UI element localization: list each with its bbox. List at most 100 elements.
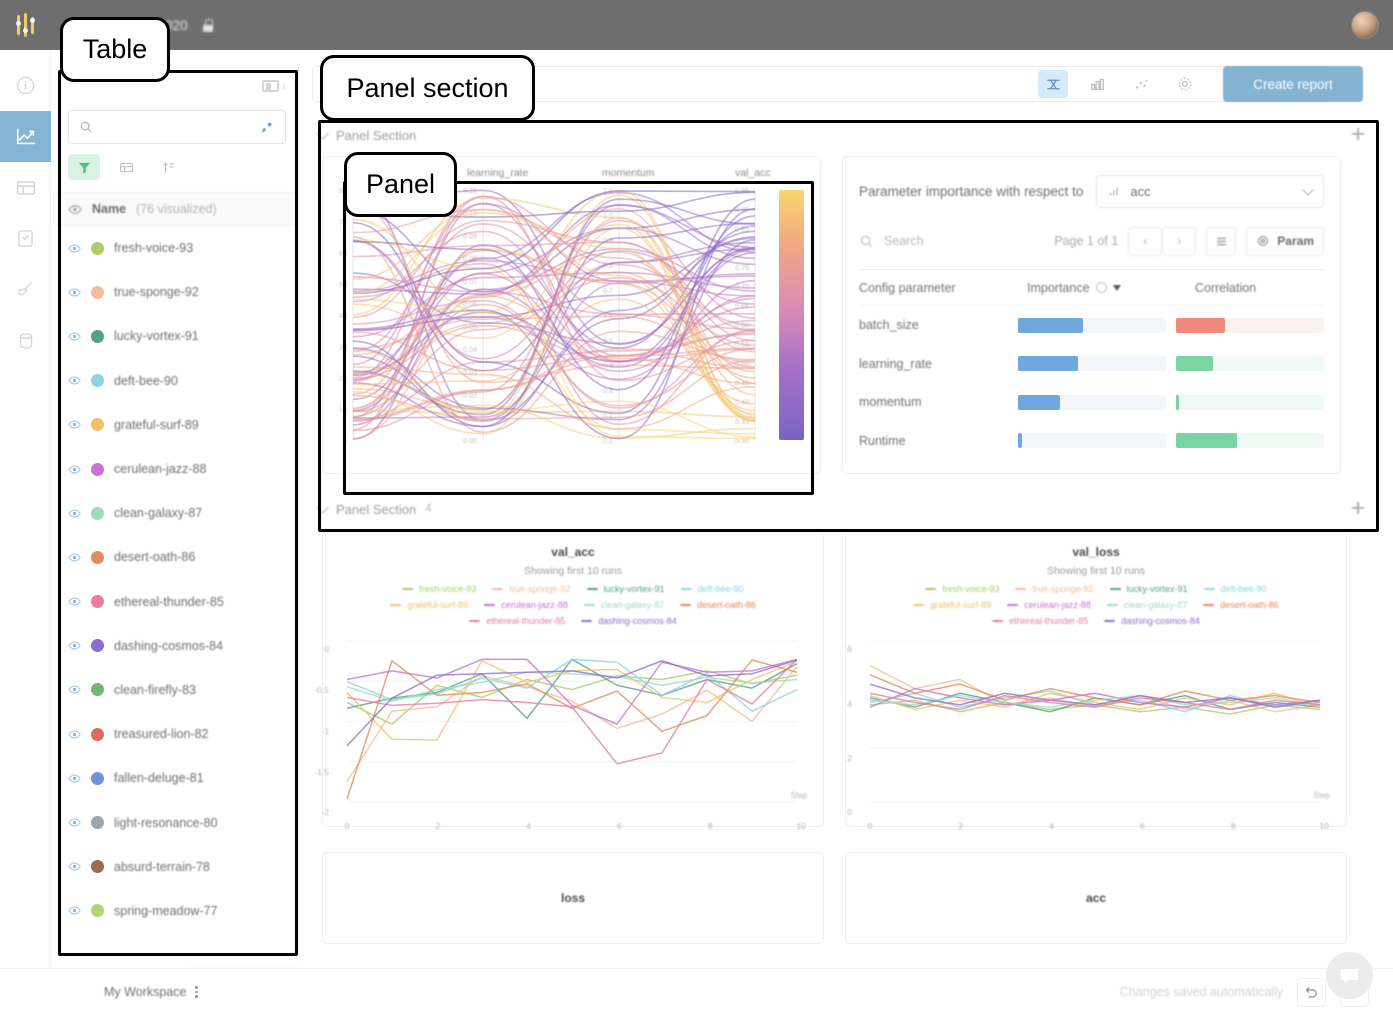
importance-search-input[interactable]: Search: [884, 234, 924, 248]
importance-row[interactable]: batch_size: [859, 306, 1324, 345]
chevron-down-icon[interactable]: [316, 126, 329, 140]
legend-item[interactable]: fresh-voice-93: [402, 584, 476, 594]
importance-row[interactable]: Runtime: [859, 422, 1324, 461]
eye-icon[interactable]: [68, 463, 81, 476]
sidebar-item-artifacts[interactable]: [0, 315, 51, 366]
eye-icon[interactable]: [68, 639, 81, 652]
sidebar-item-table[interactable]: [0, 162, 51, 213]
importance-list-view-button[interactable]: [1206, 226, 1237, 256]
gear-icon[interactable]: [1170, 70, 1200, 98]
importance-row[interactable]: momentum: [859, 383, 1324, 422]
eye-icon[interactable]: [68, 904, 81, 917]
svg-text:1.0: 1.0: [603, 211, 613, 220]
val-loss-panel[interactable]: val_loss Showing first 10 runs fresh-voi…: [845, 530, 1347, 831]
create-report-button[interactable]: Create report: [1223, 66, 1363, 102]
chat-button[interactable]: [1326, 952, 1373, 999]
sidebar-item-workspace[interactable]: [0, 111, 51, 162]
run-row[interactable]: deft-bee-90: [56, 359, 298, 403]
add-panel-button-2[interactable]: +: [1350, 494, 1366, 522]
legend-item[interactable]: grateful-surf-89: [913, 600, 991, 610]
run-row[interactable]: spring-meadow-77: [56, 889, 298, 933]
parameter-importance-panel[interactable]: Parameter importance with respect to acc…: [842, 156, 1341, 474]
chevron-down-icon[interactable]: [316, 500, 329, 514]
parallel-coordinates-icon[interactable]: [1038, 70, 1068, 98]
eye-icon[interactable]: [68, 242, 81, 255]
legend-item[interactable]: lucky-vortex-91: [586, 584, 665, 594]
legend-item[interactable]: cerulean-jazz-88: [1007, 600, 1091, 610]
panel-section-1-header[interactable]: Panel Section +: [300, 118, 1393, 152]
eye-icon[interactable]: [68, 816, 81, 829]
sidebar-item-sweeps[interactable]: [0, 264, 51, 315]
legend-item[interactable]: cerulean-jazz-88: [484, 600, 568, 610]
legend-item[interactable]: deft-bee-90: [680, 584, 744, 594]
app-logo-icon[interactable]: [14, 12, 40, 38]
loss-panel[interactable]: loss: [322, 852, 824, 944]
legend-item[interactable]: clean-galaxy-87: [583, 600, 664, 610]
run-row[interactable]: clean-firefly-83: [56, 668, 298, 712]
legend-item[interactable]: true-sponge-92: [1015, 584, 1094, 594]
search-input[interactable]: [68, 110, 286, 144]
add-panel-button-1[interactable]: +: [1350, 120, 1366, 148]
eye-icon[interactable]: [68, 728, 81, 741]
legend-item[interactable]: lucky-vortex-91: [1109, 584, 1188, 594]
legend-item[interactable]: grateful-surf-89: [390, 600, 468, 610]
undo-button[interactable]: [1297, 977, 1326, 1007]
run-row[interactable]: grateful-surf-89: [56, 403, 298, 447]
legend-item[interactable]: clean-galaxy-87: [1106, 600, 1187, 610]
importance-row[interactable]: learning_rate: [859, 345, 1324, 384]
avatar[interactable]: [1351, 11, 1379, 39]
val-acc-panel[interactable]: val_acc Showing first 10 runs fresh-voic…: [314, 530, 824, 831]
panel-section-2-header[interactable]: Panel Section 4 +: [300, 492, 1393, 526]
run-row[interactable]: true-sponge-92: [56, 270, 298, 314]
run-row[interactable]: absurd-terrain-78: [56, 845, 298, 889]
eye-icon[interactable]: [68, 551, 81, 564]
run-row[interactable]: light-resonance-80: [56, 800, 298, 844]
magic-sparkle-icon[interactable]: [259, 120, 274, 135]
scatter-plot-icon[interactable]: [1126, 70, 1156, 98]
eye-icon[interactable]: [68, 860, 81, 873]
legend-item[interactable]: dashing-cosmos-84: [1104, 616, 1200, 626]
run-row[interactable]: treasured-lion-82: [56, 712, 298, 756]
acc-panel[interactable]: acc: [845, 852, 1347, 944]
importance-params-button[interactable]: Param: [1246, 226, 1324, 256]
importance-metric-select[interactable]: acc: [1096, 175, 1324, 208]
sidebar-item-reports[interactable]: [0, 213, 51, 264]
run-row[interactable]: clean-galaxy-87: [56, 491, 298, 535]
collapse-table-button[interactable]: ›: [262, 79, 286, 93]
columns-button[interactable]: [110, 154, 142, 180]
bar-chart-icon[interactable]: [1082, 70, 1112, 98]
eye-icon[interactable]: [68, 507, 81, 520]
run-row[interactable]: dashing-cosmos-84: [56, 624, 298, 668]
importance-next-button[interactable]: ›: [1162, 226, 1197, 256]
run-row[interactable]: fallen-deluge-81: [56, 756, 298, 800]
run-row[interactable]: ethereal-thunder-85: [56, 580, 298, 624]
eye-icon[interactable]: [68, 286, 81, 299]
legend-item[interactable]: ethereal-thunder-85: [992, 616, 1088, 626]
eye-icon[interactable]: [68, 374, 81, 387]
eye-icon[interactable]: [68, 683, 81, 696]
eye-icon[interactable]: [68, 330, 81, 343]
eye-icon[interactable]: [68, 595, 81, 608]
sort-button[interactable]: [152, 154, 184, 180]
run-row[interactable]: cerulean-jazz-88: [56, 447, 298, 491]
workspace-menu-icon[interactable]: [195, 986, 198, 998]
legend-item[interactable]: dashing-cosmos-84: [581, 616, 677, 626]
caret-down-icon[interactable]: [1112, 284, 1121, 291]
run-row[interactable]: fresh-voice-93: [56, 226, 298, 270]
legend-item[interactable]: deft-bee-90: [1203, 584, 1267, 594]
legend-item[interactable]: desert-oath-86: [680, 600, 756, 610]
info-icon[interactable]: [1095, 282, 1107, 293]
importance-prev-button[interactable]: ‹: [1128, 226, 1163, 256]
sidebar-item-overview[interactable]: [0, 60, 51, 111]
eye-icon[interactable]: [68, 772, 81, 785]
eye-icon[interactable]: [68, 418, 81, 431]
legend-item[interactable]: fresh-voice-93: [925, 584, 999, 594]
filter-button[interactable]: [68, 154, 100, 180]
legend-item[interactable]: true-sponge-92: [492, 584, 571, 594]
workspace-name[interactable]: My Workspace: [104, 985, 187, 999]
run-row[interactable]: lucky-vortex-91: [56, 314, 298, 358]
legend-item[interactable]: ethereal-thunder-85: [469, 616, 565, 626]
legend-item[interactable]: desert-oath-86: [1203, 600, 1279, 610]
svg-text:0.50: 0.50: [735, 359, 749, 368]
run-row[interactable]: desert-oath-86: [56, 535, 298, 579]
